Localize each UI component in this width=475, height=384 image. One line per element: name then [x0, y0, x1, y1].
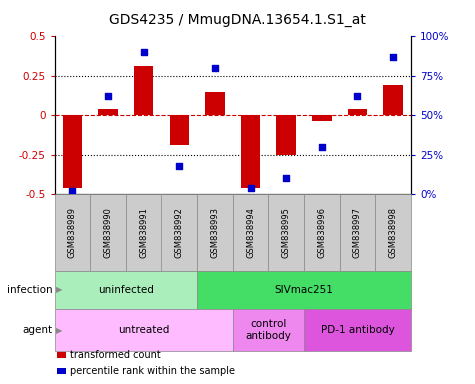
Point	[390, 54, 397, 60]
Text: GSM838990: GSM838990	[104, 207, 113, 258]
Point	[211, 65, 218, 71]
Text: agent: agent	[22, 325, 52, 335]
Text: GDS4235 / MmugDNA.13654.1.S1_at: GDS4235 / MmugDNA.13654.1.S1_at	[109, 13, 366, 27]
Point	[140, 49, 147, 55]
Point	[353, 93, 361, 99]
Text: GSM838989: GSM838989	[68, 207, 77, 258]
Text: GSM838995: GSM838995	[282, 207, 291, 258]
Text: GSM838991: GSM838991	[139, 207, 148, 258]
Point	[176, 162, 183, 169]
Bar	[134, 66, 153, 115]
Bar	[312, 115, 332, 121]
Point	[318, 144, 326, 150]
Text: ▶: ▶	[56, 285, 62, 295]
Text: uninfected: uninfected	[98, 285, 154, 295]
Text: SIVmac251: SIVmac251	[275, 285, 333, 295]
Text: infection: infection	[7, 285, 52, 295]
Text: PD-1 antibody: PD-1 antibody	[321, 325, 394, 335]
Text: GSM838996: GSM838996	[317, 207, 326, 258]
Bar	[205, 92, 225, 115]
Bar	[98, 109, 118, 115]
Text: ▶: ▶	[56, 326, 62, 335]
Bar	[170, 115, 189, 145]
Point	[104, 93, 112, 99]
Text: GSM838997: GSM838997	[353, 207, 362, 258]
Point	[282, 175, 290, 181]
Text: GSM838993: GSM838993	[210, 207, 219, 258]
Bar	[348, 109, 367, 115]
Bar	[276, 115, 296, 155]
Bar	[63, 115, 82, 188]
Text: GSM838994: GSM838994	[246, 207, 255, 258]
Text: transformed count: transformed count	[70, 350, 161, 360]
Text: GSM838998: GSM838998	[389, 207, 398, 258]
Text: percentile rank within the sample: percentile rank within the sample	[70, 366, 235, 376]
Text: untreated: untreated	[118, 325, 170, 335]
Text: GSM838992: GSM838992	[175, 207, 184, 258]
Point	[247, 185, 255, 191]
Bar	[241, 115, 260, 188]
Text: control
antibody: control antibody	[246, 319, 291, 341]
Point	[68, 188, 76, 194]
Bar	[383, 85, 403, 115]
